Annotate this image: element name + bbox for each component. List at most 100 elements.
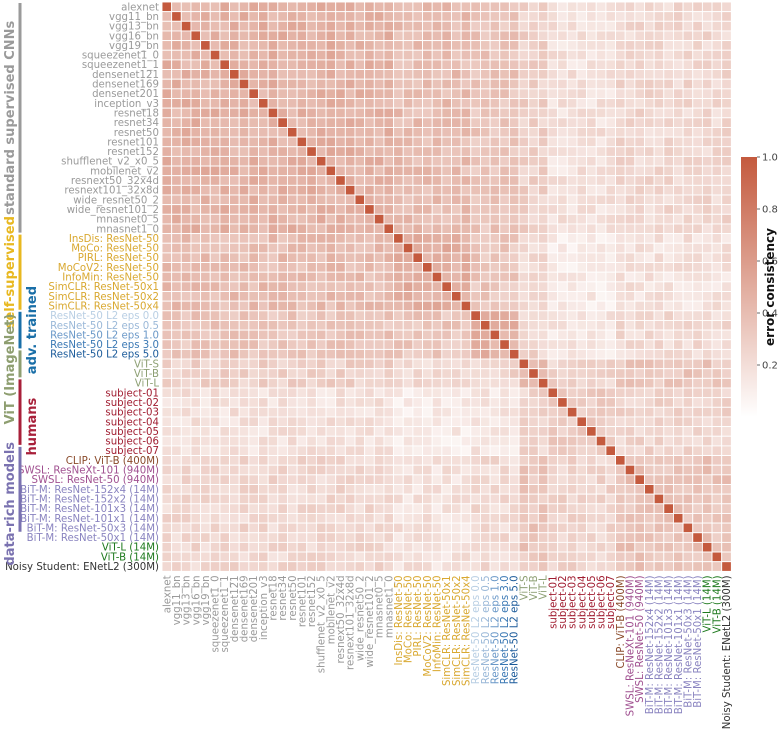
heatmap-cell (393, 474, 404, 485)
heatmap-cell (576, 40, 588, 51)
heatmap-cell (547, 242, 559, 254)
y-tick-label: subject-04 (105, 417, 159, 428)
heatmap-cell (605, 348, 617, 360)
heatmap-cell (595, 11, 607, 22)
heatmap-cell (480, 242, 491, 254)
heatmap-cell (161, 397, 173, 408)
heatmap-cell (364, 59, 375, 71)
heatmap-cell (354, 445, 366, 456)
heatmap-cell (653, 69, 665, 80)
heatmap-cell (624, 117, 636, 128)
heatmap-cell (402, 117, 414, 128)
heatmap-cell (190, 281, 202, 292)
heatmap-cell (586, 30, 597, 42)
heatmap-cell (373, 136, 385, 148)
heatmap-cell (287, 445, 298, 456)
heatmap-cell (653, 165, 665, 177)
heatmap-cell (489, 175, 501, 186)
heatmap-cell (200, 435, 211, 447)
heatmap-cell (673, 281, 684, 292)
heatmap-cell (644, 435, 655, 447)
heatmap-cell (441, 213, 452, 225)
heatmap-cell (682, 397, 694, 408)
x-tick-label: PIRL: ResNet-50 (413, 575, 424, 656)
heatmap-cell (219, 117, 230, 128)
heatmap-cell (721, 416, 732, 428)
heatmap-cell (499, 551, 510, 563)
heatmap-cell (518, 117, 530, 128)
heatmap-cell (480, 426, 491, 437)
heatmap-cell (200, 11, 211, 22)
heatmap-cell (200, 522, 211, 534)
heatmap-cell (586, 329, 597, 341)
heatmap-cell (422, 406, 433, 418)
heatmap-cell (267, 204, 279, 215)
heatmap-cell (663, 59, 674, 71)
heatmap-cell (537, 30, 549, 42)
heatmap-cell (508, 406, 520, 418)
heatmap-cell (412, 69, 423, 80)
heatmap-cell (595, 474, 607, 485)
heatmap-cell (287, 358, 298, 370)
heatmap-cell (508, 204, 520, 215)
heatmap-cell (711, 20, 723, 32)
heatmap-cell (335, 561, 346, 572)
heatmap-cell (287, 300, 298, 312)
heatmap-cell (460, 262, 472, 273)
y-tick-label: BiT-M: ResNet-152x4 (14M) (20, 485, 159, 496)
heatmap-cell (190, 368, 202, 379)
heatmap-cell (190, 387, 202, 399)
heatmap-cell (306, 339, 317, 350)
heatmap-cell (586, 397, 597, 408)
heatmap-cell (663, 329, 674, 341)
heatmap-cell (644, 262, 655, 273)
x-tick-label: ResNet-50 L2 eps 3.0 (500, 575, 511, 684)
heatmap-cell (412, 20, 423, 32)
heatmap-cell (634, 155, 645, 167)
heatmap-cell (682, 98, 694, 109)
heatmap-cell (615, 300, 626, 312)
heatmap-cell (701, 30, 713, 42)
heatmap-cell (528, 522, 539, 534)
heatmap-cell (557, 204, 568, 215)
heatmap-cell (209, 88, 221, 99)
heatmap-cell (315, 252, 327, 263)
heatmap-cell (190, 406, 202, 418)
heatmap-cell (595, 513, 607, 524)
heatmap-cell (412, 368, 423, 379)
heatmap-cell (499, 40, 510, 51)
heatmap-cell (393, 213, 404, 225)
heatmap-cell (441, 165, 452, 177)
heatmap-cell (644, 503, 655, 514)
heatmap-cell (190, 165, 202, 177)
heatmap-cell (547, 1, 559, 13)
heatmap-cell (711, 184, 723, 196)
heatmap-cell (258, 107, 269, 119)
heatmap-cell (315, 69, 327, 80)
heatmap-cell (422, 252, 433, 263)
heatmap-cell (576, 155, 588, 167)
heatmap-cell (364, 242, 375, 254)
heatmap-cell (673, 30, 684, 42)
heatmap-cell (634, 406, 645, 418)
heatmap-cell (364, 397, 375, 408)
heatmap-cell (528, 223, 539, 235)
heatmap-cell (315, 339, 327, 350)
heatmap-cell (576, 464, 588, 476)
heatmap-cell (161, 435, 173, 447)
heatmap-cell (692, 271, 703, 283)
heatmap-cell (615, 262, 626, 273)
heatmap-cell (287, 339, 298, 350)
heatmap-cell (595, 146, 607, 157)
heatmap-cell (344, 1, 356, 13)
heatmap-cell (595, 107, 607, 119)
heatmap-cell (267, 435, 279, 447)
heatmap-cell (508, 233, 520, 244)
heatmap-cell (344, 107, 356, 119)
heatmap-cell (624, 464, 636, 476)
heatmap-cell (460, 474, 472, 485)
heatmap-cell (721, 348, 732, 360)
heatmap-cell (258, 117, 269, 128)
heatmap-cell (325, 165, 337, 177)
heatmap-cell (258, 377, 269, 389)
